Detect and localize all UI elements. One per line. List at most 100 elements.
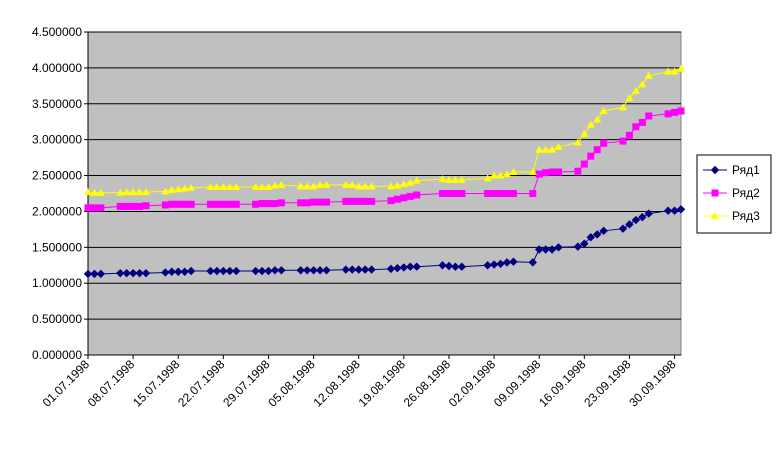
data-point <box>354 265 363 274</box>
data-point <box>554 142 563 150</box>
data-point <box>638 118 646 126</box>
data-point <box>116 268 125 278</box>
x-tick-label: 05.08.1998 <box>265 357 318 410</box>
data-point <box>360 265 370 274</box>
data-point <box>632 123 640 131</box>
data-point <box>174 267 183 276</box>
data-point <box>529 190 537 197</box>
data-point <box>122 188 131 196</box>
legend-marker <box>710 165 720 175</box>
data-point <box>367 182 376 190</box>
y-tick-label: 0.000000 <box>32 348 82 362</box>
data-point <box>671 108 679 116</box>
data-point <box>490 171 499 179</box>
data-point <box>296 266 305 275</box>
data-point <box>90 188 99 196</box>
data-point <box>90 204 98 212</box>
data-point <box>676 205 686 214</box>
legend-box <box>696 154 772 234</box>
legend-item-3: Ряд3 <box>703 209 760 223</box>
data-point <box>96 188 105 196</box>
legend-label: Ряд3 <box>732 209 760 223</box>
data-point <box>580 239 589 248</box>
x-tick-label: 30.09.1998 <box>626 357 679 410</box>
data-point <box>225 183 234 191</box>
data-point <box>535 170 543 178</box>
data-point <box>600 139 608 147</box>
legend-marker <box>711 212 719 219</box>
data-point <box>181 200 189 208</box>
data-point <box>490 190 498 197</box>
data-point <box>406 262 415 271</box>
data-point <box>444 175 453 183</box>
data-point <box>451 175 460 183</box>
data-point <box>393 263 402 273</box>
data-point <box>645 112 653 120</box>
data-point <box>670 206 679 215</box>
x-tick-label: 09.09.1998 <box>491 357 544 410</box>
data-point <box>484 190 492 197</box>
x-tick-label: 29.07.1998 <box>220 357 273 410</box>
data-point <box>547 245 557 254</box>
data-point <box>438 261 447 270</box>
data-point <box>129 188 138 196</box>
data-point <box>599 106 608 114</box>
data-point <box>309 266 318 275</box>
data-point <box>96 269 106 279</box>
data-point <box>251 183 260 191</box>
data-point <box>206 266 215 276</box>
y-tick-label: 1.000000 <box>32 276 82 290</box>
data-point <box>142 188 151 196</box>
x-tick-label: 02.09.1998 <box>446 357 499 410</box>
data-point <box>528 258 537 267</box>
data-point <box>310 198 318 206</box>
data-point <box>122 268 131 278</box>
data-point <box>264 266 273 276</box>
x-tick-label: 16.09.1998 <box>536 357 589 410</box>
legend-label: Ряд1 <box>732 163 760 177</box>
data-point <box>270 266 280 275</box>
data-point <box>277 266 286 275</box>
legend-label: Ряд2 <box>732 186 760 200</box>
x-tick-label: 26.08.1998 <box>401 357 454 410</box>
data-point <box>386 182 395 190</box>
data-point <box>348 180 357 188</box>
data-point <box>322 266 331 275</box>
data-point <box>219 183 228 191</box>
data-point <box>489 260 499 269</box>
data-point <box>174 200 182 208</box>
data-point <box>618 103 627 111</box>
data-point <box>322 198 330 206</box>
data-point <box>619 137 627 145</box>
y-tick-label: 2.000000 <box>32 204 82 218</box>
data-point <box>400 194 408 202</box>
data-point <box>303 199 311 207</box>
data-point <box>573 242 583 251</box>
data-point <box>548 168 556 176</box>
y-tick-label: 4.500000 <box>32 25 82 39</box>
data-point <box>309 182 318 190</box>
data-point <box>128 268 138 278</box>
data-point <box>412 176 421 184</box>
data-point <box>592 230 602 239</box>
data-point <box>413 191 421 199</box>
data-point <box>142 202 150 210</box>
data-point <box>368 197 376 205</box>
data-point <box>264 200 272 208</box>
data-point <box>90 269 99 279</box>
data-point <box>167 185 176 193</box>
series-3 <box>84 64 685 196</box>
data-point <box>232 200 240 208</box>
data-point <box>206 200 214 208</box>
y-tick-label: 1.500000 <box>32 240 82 254</box>
data-point <box>219 200 227 208</box>
data-point <box>496 259 505 269</box>
data-point <box>219 266 228 276</box>
data-point <box>186 266 196 276</box>
data-point <box>593 115 602 123</box>
data-point <box>451 190 459 197</box>
data-point <box>497 190 505 197</box>
data-point <box>316 198 324 206</box>
data-point <box>586 233 595 242</box>
legend-marker <box>711 189 719 197</box>
